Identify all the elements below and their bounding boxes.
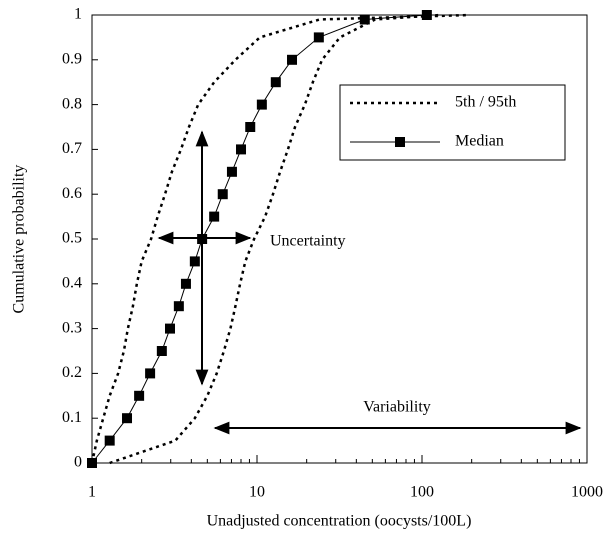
y-tick-label: 0.4 — [62, 274, 82, 291]
point — [104, 435, 115, 446]
point — [180, 278, 191, 289]
legend-box — [339, 84, 566, 161]
point — [421, 10, 432, 20]
series-line — [91, 14, 427, 464]
point — [245, 122, 256, 132]
point — [165, 323, 176, 334]
point — [122, 413, 133, 424]
annotations: Uncertainty Variability — [157, 130, 582, 435]
y-tick-label: 0.1 — [62, 409, 82, 426]
point — [173, 301, 184, 312]
x-axis-label: Unadjusted concentration (oocysts/100L) — [207, 513, 472, 530]
y-tick-label: 0.8 — [62, 95, 82, 112]
legend-marker — [395, 137, 405, 147]
point — [209, 211, 220, 222]
y-tick-label: 0.7 — [62, 140, 82, 157]
annotation: Variability — [363, 399, 431, 416]
y-tick-label: 0.2 — [62, 364, 82, 381]
y-tick-label: 1 — [74, 6, 82, 23]
annotation: Uncertainty — [270, 233, 346, 250]
point — [359, 14, 370, 25]
point — [313, 32, 324, 43]
point — [236, 144, 247, 155]
legend-label: 5th / 95th — [455, 94, 516, 111]
y-tick-label: 0.6 — [62, 185, 82, 202]
point — [256, 99, 267, 110]
point — [287, 54, 298, 65]
y-axis-label: Cumulative probability — [11, 165, 28, 314]
legend-label: Median — [455, 133, 504, 150]
series-line — [109, 13, 440, 465]
x-tick-label: 100 — [410, 484, 434, 501]
x-tick-label: 1000 — [571, 484, 603, 501]
y-tick-label: 0.3 — [62, 319, 82, 336]
y-tick-label: 0 — [74, 454, 82, 471]
point — [145, 368, 156, 379]
x-tick-label: 10 — [249, 484, 265, 501]
point — [226, 166, 237, 177]
point — [87, 458, 97, 468]
y-tick-label: 0.5 — [62, 230, 82, 247]
legend: 5th / 95th Median — [339, 84, 566, 161]
point — [197, 234, 208, 244]
point — [134, 390, 145, 401]
y-tick-label: 0.9 — [62, 50, 82, 67]
point — [156, 346, 167, 356]
point — [270, 77, 281, 88]
point — [217, 189, 228, 200]
point — [189, 256, 200, 267]
x-tick-label: 1 — [88, 484, 96, 501]
